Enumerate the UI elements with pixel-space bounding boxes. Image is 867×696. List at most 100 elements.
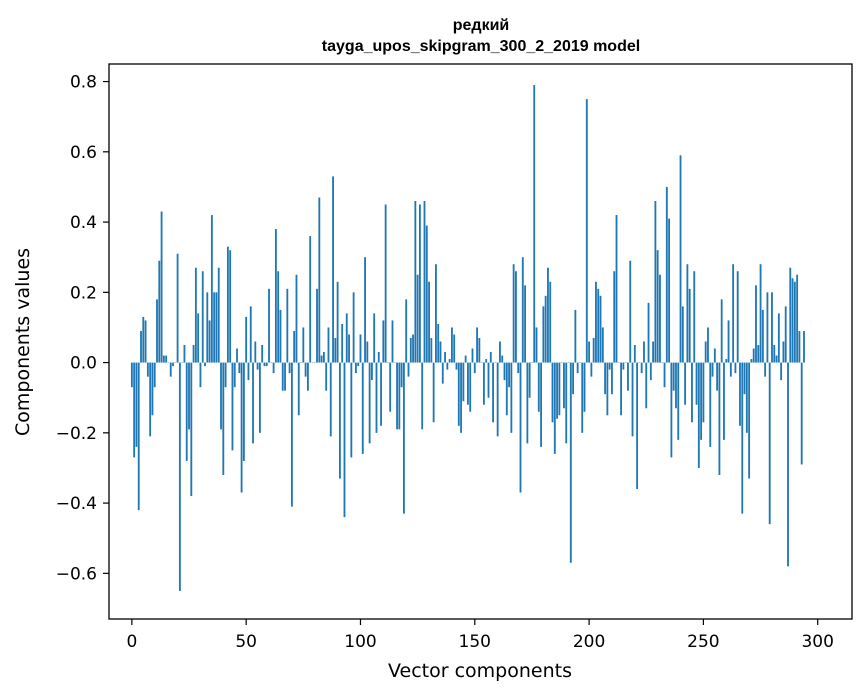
bar bbox=[572, 362, 574, 395]
bar bbox=[787, 362, 789, 567]
bar bbox=[640, 362, 643, 374]
bar bbox=[380, 362, 382, 426]
bar bbox=[483, 362, 485, 405]
bar bbox=[675, 362, 677, 409]
bar bbox=[284, 362, 286, 391]
bar bbox=[670, 362, 673, 458]
bar bbox=[215, 292, 218, 363]
bar bbox=[691, 362, 693, 423]
bar bbox=[421, 362, 424, 430]
y-tick-label: 0.6 bbox=[70, 143, 97, 163]
bar bbox=[759, 264, 762, 363]
bar bbox=[608, 362, 611, 370]
bar bbox=[713, 348, 716, 363]
bar bbox=[505, 362, 508, 416]
bar bbox=[697, 362, 700, 468]
bar bbox=[752, 348, 755, 363]
bar bbox=[146, 362, 149, 377]
bar bbox=[423, 200, 426, 363]
bar bbox=[439, 341, 442, 363]
bar bbox=[224, 362, 227, 388]
x-tick-label: 50 bbox=[235, 632, 257, 652]
x-tick-label: 250 bbox=[687, 632, 719, 652]
bar bbox=[425, 225, 428, 363]
bar bbox=[341, 323, 344, 363]
bar bbox=[704, 341, 707, 363]
bar bbox=[208, 320, 211, 363]
x-axis-label: Vector components bbox=[388, 660, 572, 682]
bar bbox=[606, 362, 609, 416]
chart-title: редкий bbox=[453, 17, 510, 34]
bar bbox=[249, 306, 252, 363]
bar bbox=[361, 362, 364, 454]
bar bbox=[256, 362, 259, 370]
bar bbox=[309, 236, 312, 363]
bar bbox=[629, 260, 632, 363]
bar bbox=[375, 362, 378, 433]
bar bbox=[160, 211, 163, 363]
y-axis-label: Components values bbox=[12, 248, 34, 436]
bar bbox=[793, 281, 796, 363]
bar bbox=[183, 345, 186, 363]
bar bbox=[503, 362, 506, 381]
bar bbox=[245, 316, 248, 363]
y-tick-label: 0.0 bbox=[70, 354, 97, 374]
bar bbox=[565, 362, 568, 444]
bar bbox=[803, 330, 805, 363]
bar bbox=[350, 362, 353, 458]
bar bbox=[718, 362, 721, 475]
bar bbox=[158, 260, 161, 363]
bar bbox=[448, 359, 451, 363]
bar bbox=[460, 362, 462, 433]
bar bbox=[435, 264, 437, 363]
bar bbox=[597, 288, 600, 363]
bar bbox=[279, 309, 282, 363]
bar bbox=[748, 362, 751, 479]
bar bbox=[233, 362, 236, 388]
bar bbox=[409, 337, 412, 363]
bar bbox=[432, 362, 435, 423]
bar bbox=[663, 362, 666, 388]
bar bbox=[604, 362, 607, 395]
bar bbox=[521, 257, 524, 363]
bar bbox=[258, 362, 261, 433]
bar bbox=[499, 341, 501, 363]
bar bbox=[677, 362, 680, 440]
bar bbox=[709, 362, 712, 447]
x-tick-label: 300 bbox=[801, 632, 833, 652]
bar bbox=[366, 341, 369, 363]
bar bbox=[537, 362, 540, 412]
bar bbox=[771, 292, 773, 363]
bar bbox=[590, 362, 593, 377]
bar bbox=[149, 362, 152, 437]
bar bbox=[547, 267, 549, 363]
bar bbox=[780, 362, 783, 381]
bar bbox=[464, 355, 467, 363]
plot-frame bbox=[108, 63, 853, 620]
bar bbox=[462, 362, 465, 402]
bar bbox=[178, 362, 181, 591]
bar bbox=[533, 85, 536, 363]
bar bbox=[702, 362, 705, 423]
bar bbox=[755, 285, 757, 363]
y-tick-label: 0.2 bbox=[70, 283, 97, 303]
bar bbox=[416, 274, 419, 363]
bar bbox=[791, 278, 794, 363]
bar bbox=[489, 352, 492, 363]
bar bbox=[268, 288, 270, 363]
bar bbox=[659, 274, 661, 363]
bar bbox=[254, 341, 257, 363]
bar bbox=[540, 362, 542, 447]
bar bbox=[563, 362, 565, 409]
bar bbox=[446, 362, 449, 370]
bar bbox=[320, 355, 323, 363]
y-tick-label: −0.2 bbox=[56, 424, 97, 444]
bar bbox=[430, 337, 433, 363]
bar bbox=[142, 316, 145, 363]
bar bbox=[583, 362, 586, 412]
y-axis-ticks: 0.8 0.6 0.4 0.2 0.0 −0.2 −0.4 −0.6 bbox=[56, 73, 109, 584]
bar bbox=[281, 362, 284, 391]
bar bbox=[153, 362, 156, 388]
y-tick-label: −0.6 bbox=[56, 564, 97, 584]
